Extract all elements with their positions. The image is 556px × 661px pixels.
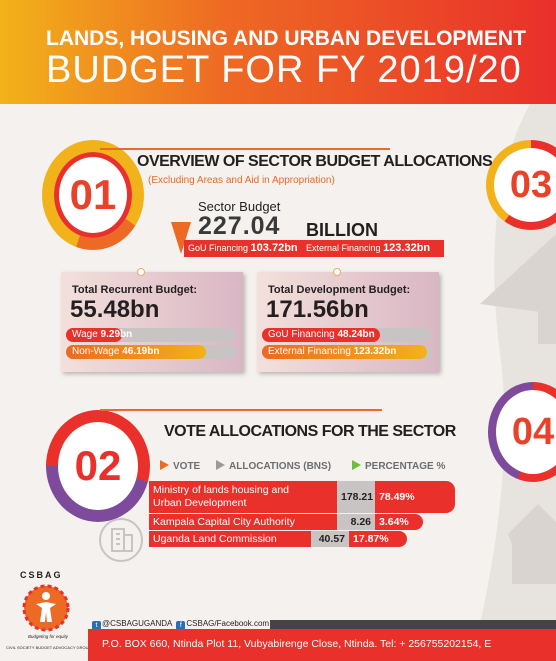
development-gou-label: GoU Financing — [268, 329, 335, 340]
development-external-bar: External Financing 123.32bn — [262, 345, 432, 359]
sector-budget-financing-bar: GoU Financing 103.72bn External Financin… — [184, 240, 444, 257]
vote-name: Uganda Land Commission — [149, 531, 311, 547]
sector-gou-value: 103.72bn — [250, 242, 298, 254]
vote-allocation: 178.21 — [337, 481, 375, 513]
footer-dark-strip — [270, 620, 556, 629]
sector-external-label: External Financing — [306, 243, 381, 253]
logo-figure-icon — [22, 584, 70, 632]
nonwage-label: Non-Wage — [72, 346, 120, 357]
twitter-handle[interactable]: @CSBAGUGANDA — [102, 619, 172, 628]
development-budget-card: Total Development Budget: 171.56bn GoU F… — [257, 268, 439, 372]
section-03-ring: 03 — [486, 140, 556, 230]
footer-social: t @CSBAGUGANDA f CSBAG/Facebook.com — [92, 619, 269, 630]
card-pin-icon — [137, 268, 145, 276]
vote-name: Kampala Capital City Authority — [149, 514, 337, 530]
section-04-ring: 04 — [488, 382, 556, 482]
vote-name-line2: Urban Development — [153, 497, 247, 509]
recurrent-value: 55.48bn — [70, 296, 160, 323]
vote-legend-icon — [160, 460, 169, 470]
section-03-number: 03 — [509, 163, 553, 206]
vote-allocation: 40.57 — [311, 531, 349, 547]
vote-name: Ministry of lands housing and — [153, 484, 289, 496]
header-title-line2: BUDGET FOR FY 2019/20 — [46, 49, 522, 91]
legend-percentage: PERCENTAGE % — [352, 460, 445, 472]
development-gou-value: 48.24bn — [337, 329, 375, 340]
sector-budget-label: Sector Budget — [198, 199, 281, 214]
percentage-legend-icon — [352, 460, 361, 470]
building-icon — [99, 518, 143, 562]
section-04-number: 04 — [511, 410, 555, 453]
wage-label: Wage — [72, 329, 98, 340]
section-01-subtitle: (Excluding Areas and Aid in Appropriatio… — [148, 175, 335, 186]
vote-percentage: 78.49% — [375, 481, 455, 513]
section-01-divider — [100, 148, 390, 150]
legend-allocations-label: ALLOCATIONS (BNS) — [229, 461, 332, 472]
vote-percentage: 17.87% — [349, 531, 407, 547]
section-02-ring: 02 — [46, 410, 150, 522]
recurrent-nonwage-bar: Non-Wage 46.19bn — [66, 345, 236, 359]
recurrent-budget-card: Total Recurrent Budget: 55.48bn Wage 9.2… — [61, 268, 243, 372]
logo-tagline: Budgeting for equity — [28, 634, 69, 639]
vote-allocation: 8.26 — [337, 514, 375, 530]
section-01-number: 01 — [69, 171, 117, 218]
sector-budget-value: 227.04 — [198, 212, 281, 240]
logo-name: CSBAG — [20, 570, 63, 580]
section-01-title: OVERVIEW OF SECTOR BUDGET ALLOCATIONS — [137, 153, 493, 170]
footer-address-bar: P.O. BOX 660, Ntinda Plot 11, Vubyabiren… — [88, 629, 556, 661]
recurrent-title: Total Recurrent Budget: — [72, 284, 198, 296]
development-external-label: External Financing — [268, 346, 351, 357]
section-02-title: VOTE ALLOCATIONS FOR THE SECTOR — [164, 423, 456, 440]
recurrent-nonwage-fill — [66, 345, 206, 359]
twitter-icon: t — [92, 621, 101, 630]
logo-organization: CIVIL SOCIETY BUDGET ADVOCACY GROUP — [6, 645, 92, 650]
development-external-value: 123.32bn — [353, 346, 397, 357]
recurrent-wage-fill — [66, 328, 122, 342]
allocations-legend-icon — [216, 460, 225, 470]
sector-external-value: 123.32bn — [383, 242, 431, 254]
development-title: Total Development Budget: — [268, 284, 411, 296]
development-gou-bar: GoU Financing 48.24bn — [262, 328, 432, 342]
facebook-handle[interactable]: CSBAG/Facebook.com — [186, 619, 270, 628]
csbag-logo: CSBAG Budgeting for equity CIVIL SOCIETY… — [6, 570, 91, 656]
legend-vote: VOTE — [160, 460, 200, 472]
legend-allocations: ALLOCATIONS (BNS) — [216, 460, 331, 472]
wage-value: 9.29bn — [100, 329, 133, 340]
section-01-ring: 01 — [42, 140, 144, 250]
header-banner: LANDS, HOUSING AND URBAN DEVELOPMENT BUD… — [0, 0, 556, 104]
nonwage-value: 46.19bn — [122, 346, 160, 357]
card-pin-icon — [333, 268, 341, 276]
sector-budget-unit: BILLION — [306, 220, 378, 240]
legend-vote-label: VOTE — [173, 461, 201, 472]
recurrent-wage-bar: Wage 9.29bn — [66, 328, 236, 342]
section-02-number: 02 — [74, 442, 122, 489]
background-decoration — [480, 104, 556, 624]
header-title-line1: LANDS, HOUSING AND URBAN DEVELOPMENT — [46, 27, 526, 50]
footer-address: P.O. BOX 660, Ntinda Plot 11, Vubyabiren… — [102, 638, 492, 650]
section-02-divider — [100, 409, 382, 411]
vote-percentage: 3.64% — [375, 514, 423, 530]
sector-gou-label: GoU Financing — [188, 243, 249, 253]
development-gou-fill — [262, 328, 380, 342]
facebook-icon: f — [176, 621, 186, 630]
legend-percentage-label: PERCENTAGE % — [365, 461, 446, 472]
development-value: 171.56bn — [266, 296, 369, 323]
development-external-fill — [262, 345, 427, 359]
